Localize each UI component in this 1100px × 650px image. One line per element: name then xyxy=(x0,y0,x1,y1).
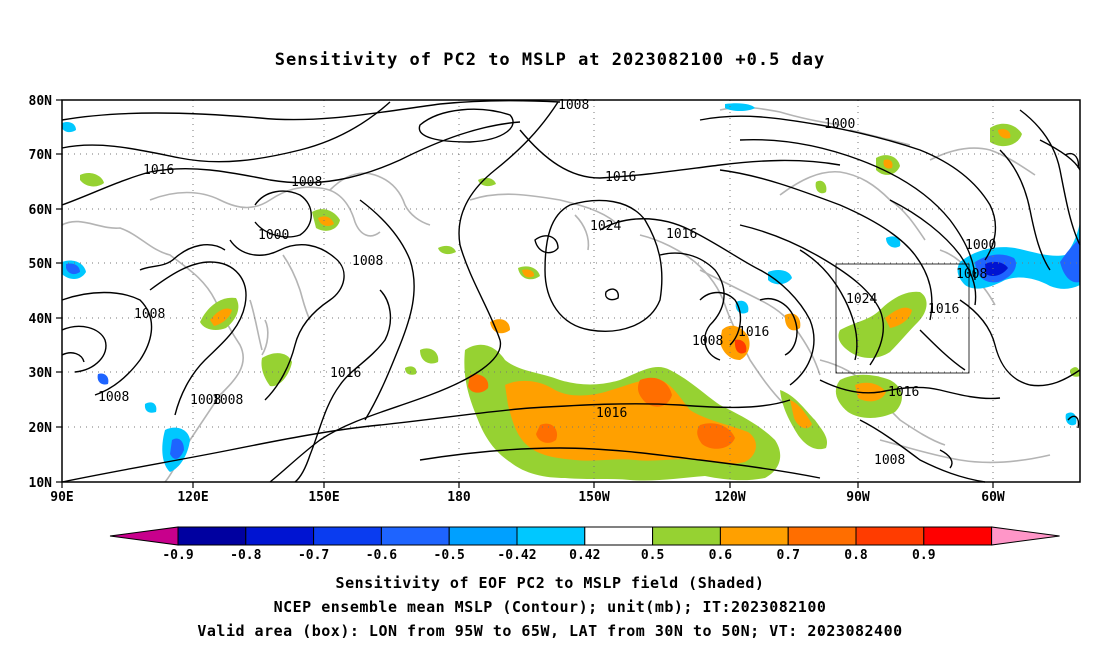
colorbar-label: -0.6 xyxy=(366,548,397,563)
contour-label: 1016 xyxy=(330,366,361,381)
colorbar-swatch xyxy=(516,526,586,546)
longitude-labels: 90E 120E 150E 180 150W 120W 90W 60W xyxy=(50,490,1005,505)
contour-label: 1016 xyxy=(666,227,697,242)
lat-label: 30N xyxy=(29,366,53,381)
sensitivity-shading xyxy=(62,103,1080,481)
colorbar-low-end xyxy=(109,526,179,546)
lat-label: 70N xyxy=(29,148,53,163)
contour-label: 1000 xyxy=(824,117,855,132)
graticule xyxy=(62,100,1080,482)
caption-line-2: NCEP ensemble mean MSLP (Contour); unit(… xyxy=(273,598,827,616)
colorbar-label: -0.42 xyxy=(497,548,536,563)
contour-label: 1000 xyxy=(258,228,289,243)
lon-label: 150E xyxy=(308,490,339,505)
lon-label: 150W xyxy=(578,490,609,505)
colorbar-swatch xyxy=(719,526,789,546)
lon-label: 60W xyxy=(981,490,1005,505)
colorbar-swatch xyxy=(652,526,721,546)
lat-label: 50N xyxy=(29,257,53,272)
lon-label: 120E xyxy=(177,490,208,505)
contour-label: 1008 xyxy=(956,267,987,282)
contour-label: 1008 xyxy=(291,175,322,190)
lon-label: 90W xyxy=(846,490,870,505)
colorbar-label: 0.42 xyxy=(569,548,600,563)
colorbar-label: 0.9 xyxy=(912,548,935,563)
contour-label: 1008 xyxy=(212,393,243,408)
contour-label: 1008 xyxy=(558,98,589,113)
lon-label: 120W xyxy=(714,490,745,505)
contour-label: 1016 xyxy=(605,170,636,185)
mslp-contours xyxy=(61,100,1081,483)
contour-labels: 1008 1016 1008 1000 1008 1008 1008 1008 … xyxy=(98,98,996,468)
colorbar-swatch xyxy=(177,526,247,546)
contour-label: 1008 xyxy=(692,334,723,349)
map-frame xyxy=(61,99,1081,483)
contour-label: 1016 xyxy=(738,325,769,340)
contour-label: 1008 xyxy=(98,390,129,405)
colorbar-swatch xyxy=(855,526,925,546)
lat-label: 10N xyxy=(29,476,53,491)
lat-label: 40N xyxy=(29,312,53,327)
lat-label: 60N xyxy=(29,203,53,218)
lat-label: 80N xyxy=(29,94,53,109)
contour-label: 1016 xyxy=(596,406,627,421)
lat-label: 20N xyxy=(29,421,53,436)
colorbar-label: -0.5 xyxy=(434,548,465,563)
colorbar-label: 0.6 xyxy=(709,548,733,563)
caption-line-1: Sensitivity of EOF PC2 to MSLP field (Sh… xyxy=(335,574,765,592)
colorbar-label: -0.7 xyxy=(298,548,329,563)
colorbar-swatch xyxy=(380,526,450,546)
lon-label: 90E xyxy=(50,490,73,505)
colorbar-swatch xyxy=(787,526,857,546)
contour-label: 1016 xyxy=(143,163,174,178)
colorbar-swatch xyxy=(923,526,993,546)
valid-area-box xyxy=(835,263,970,374)
contour-label: 1000 xyxy=(965,238,996,253)
contour-label: 1008 xyxy=(134,307,165,322)
contour-label: 1008 xyxy=(352,254,383,269)
axis-ticks xyxy=(56,99,994,488)
colorbar-swatch xyxy=(313,526,382,546)
contour-label: 1016 xyxy=(928,302,959,317)
contour-label: 1024 xyxy=(846,292,877,307)
map-title: Sensitivity of PC2 to MSLP at 2023082100… xyxy=(274,50,826,70)
colorbar-label: 0.7 xyxy=(776,548,799,563)
caption-line-3: Valid area (box): LON from 95W to 65W, L… xyxy=(197,622,903,640)
colorbar-swatch xyxy=(448,526,518,546)
colorbar-label: -0.8 xyxy=(230,548,261,563)
contour-label: 1008 xyxy=(874,453,905,468)
latitude-labels: 80N 70N 60N 50N 40N 30N 20N 10N xyxy=(29,94,53,491)
colorbar-label: 0.5 xyxy=(641,548,664,563)
contour-label: 1016 xyxy=(888,385,919,400)
colorbar-label: 0.8 xyxy=(844,548,868,563)
lon-label: 180 xyxy=(447,490,471,505)
colorbar: -0.9 -0.8 -0.7 -0.6 -0.5 -0.42 0.42 0.5 0.6 0.7 0.… xyxy=(109,526,1060,563)
colorbar-swatch xyxy=(584,526,654,546)
colorbar-label: -0.9 xyxy=(162,548,193,563)
contour-label: 1008 xyxy=(190,393,221,408)
colorbar-swatch xyxy=(245,526,315,546)
contour-label: 1024 xyxy=(590,219,621,234)
colorbar-high-end xyxy=(991,526,1060,546)
